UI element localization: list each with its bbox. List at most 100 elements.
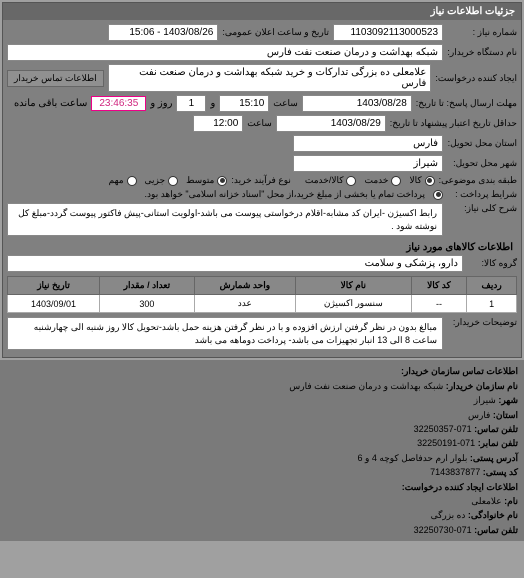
countdown-timer: 23:46:35	[91, 96, 146, 111]
proc-opt-2[interactable]: جزیی	[145, 175, 179, 186]
cell: سنسور اکسیژن	[295, 295, 411, 313]
deadline-time-field: 15:10	[219, 95, 269, 112]
c-prov-label: استان:	[493, 410, 518, 420]
org-label: نام سازمان خریدار:	[446, 381, 518, 391]
announce-field: 1403/08/26 - 15:06	[108, 24, 218, 41]
panel-title: جزئیات اطلاعات نیاز	[3, 3, 521, 20]
goods-table: ردیف کد کالا نام کالا واحد شمارش تعداد /…	[7, 276, 517, 313]
c-fax-label: تلفن نمابر:	[478, 438, 518, 448]
creator-label: ایجاد کننده درخواست:	[435, 73, 517, 84]
buyer-label: نام دستگاه خریدار:	[447, 47, 517, 58]
c-addr-val: بلوار ارم حدفاصل کوچه 4 و 6	[357, 453, 467, 463]
c-zip-label: کد پستی:	[483, 467, 518, 477]
c-city-label: شهر:	[498, 395, 518, 405]
col-unit: واحد شمارش	[194, 277, 295, 295]
c-city-val: شیراز	[474, 395, 496, 405]
contact-section-title: اطلاعات تماس سازمان خریدار:	[401, 366, 518, 376]
city-label: شهر محل تحویل:	[447, 158, 517, 169]
row-creator: ایجاد کننده درخواست: علامعلی ده بزرگی تد…	[7, 64, 517, 92]
cell: 1	[467, 295, 517, 313]
proc-opt-1[interactable]: متوسط	[186, 175, 227, 186]
province-label: استان محل تحویل:	[447, 138, 517, 149]
group-label: گروه کالا:	[467, 258, 517, 269]
province-field: فارس	[293, 135, 443, 152]
radio-icon	[425, 176, 435, 186]
pkg-opt-both[interactable]: کالا/خدمت	[305, 175, 357, 186]
cell: --	[411, 295, 467, 313]
group-field: دارو، پزشکی و سلامت	[7, 255, 463, 272]
c-name-label: نام:	[504, 496, 518, 506]
remain-label: ساعت باقی مانده	[14, 98, 87, 109]
c-fax-val: 071-32250191	[417, 438, 475, 448]
days-after-label: روز و	[150, 98, 172, 109]
pkg-label: طبقه بندی موضوعی:	[439, 175, 517, 186]
city-field: شیراز	[293, 155, 443, 172]
panel-body: شماره نیاز : 1103092113000523 تاریخ و سا…	[3, 20, 521, 357]
deadline-date-field: 1403/08/28	[302, 95, 412, 112]
radio-icon	[433, 190, 443, 200]
req-no-field: 1103092113000523	[333, 24, 443, 41]
contact-block: اطلاعات تماس سازمان خریدار: نام سازمان خ…	[0, 360, 524, 541]
announce-label: تاریخ و ساعت اعلان عمومی:	[222, 27, 329, 38]
pay-radio[interactable]	[433, 190, 443, 200]
table-row: 1 -- سنسور اکسیژن عدد 300 1403/09/01	[8, 295, 517, 313]
valid-label: حداقل تاریخ اعتبار پیشنهاد تا تاریخ:	[390, 118, 517, 129]
radio-icon	[346, 176, 356, 186]
contact-info-button[interactable]: اطلاعات تماس خریدار	[7, 70, 104, 87]
proc-opt-3[interactable]: مهم	[109, 175, 137, 186]
c-phone-val: 071-32250357	[414, 424, 472, 434]
col-name: نام کالا	[295, 277, 411, 295]
pay-label: شرایط پرداخت :	[447, 189, 517, 200]
row-group: گروه کالا: دارو، پزشکی و سلامت	[7, 255, 517, 272]
col-qty: تعداد / مقدار	[100, 277, 195, 295]
row-buyer-note: توضیحات خریدار: مبالغ بدون در نظر گرفتن …	[7, 317, 517, 350]
row-desc: شرح کلی نیاز: رابط اکسیژن -ایران کد مشاب…	[7, 203, 517, 236]
row-province: استان محل تحویل: فارس	[7, 135, 517, 152]
col-date: تاریخ نیاز	[8, 277, 100, 295]
row-pay: شرایط پرداخت : پرداخت تمام یا بخشی از مب…	[7, 189, 517, 200]
cell: 1403/09/01	[8, 295, 100, 313]
table-header-row: ردیف کد کالا نام کالا واحد شمارش تعداد /…	[8, 277, 517, 295]
c-zip-val: 7143837877	[430, 467, 480, 477]
desc-label: شرح کلی نیاز:	[447, 203, 517, 214]
time-label-2: ساعت	[247, 118, 272, 129]
org-val: شبکه بهداشت و درمان صنعت نفت فارس	[289, 381, 443, 391]
pkg-opt-kala[interactable]: کالا	[409, 175, 434, 186]
col-row: ردیف	[467, 277, 517, 295]
radio-icon	[168, 176, 178, 186]
row-deadline: مهلت ارسال پاسخ: تا تاریخ: 1403/08/28 سا…	[7, 95, 517, 112]
days-field: 1	[176, 95, 206, 112]
buyer-field: شبکه بهداشت و درمان صنعت نفت فارس	[7, 44, 443, 61]
buyer-note-label: توضیحات خریدار:	[447, 317, 517, 328]
pkg-radio-group: کالا خدمت کالا/خدمت	[305, 175, 435, 186]
valid-time-field: 12:00	[193, 115, 243, 132]
row-pkg: طبقه بندی موضوعی: کالا خدمت کالا/خدمت نو…	[7, 175, 517, 186]
col-code: کد کالا	[411, 277, 467, 295]
row-req-no: شماره نیاز : 1103092113000523 تاریخ و سا…	[7, 24, 517, 41]
deadline-label: مهلت ارسال پاسخ: تا تاریخ:	[416, 98, 517, 109]
c-prov-val: فارس	[468, 410, 490, 420]
cell: 300	[100, 295, 195, 313]
pkg-opt-khedmat[interactable]: خدمت	[364, 175, 401, 186]
cell: عدد	[194, 295, 295, 313]
c-tel-val: 071-32250730	[414, 525, 472, 535]
row-city: شهر محل تحویل: شیراز	[7, 155, 517, 172]
desc-field: رابط اکسیژن -ایران کد مشابه-اقلام درخواس…	[7, 203, 443, 236]
c-phone-label: تلفن تماس:	[474, 424, 518, 434]
creator-field: علامعلی ده بزرگی تدارکات و خرید شبکه بهد…	[108, 64, 432, 92]
row-valid: حداقل تاریخ اعتبار پیشنهاد تا تاریخ: 140…	[7, 115, 517, 132]
c-name-val: علامعلی	[471, 496, 501, 506]
c-family-label: نام خانوادگی:	[468, 510, 518, 520]
req-no-label: شماره نیاز :	[447, 27, 517, 38]
time-label-1: ساعت	[273, 98, 298, 109]
row-buyer: نام دستگاه خریدار: شبکه بهداشت و درمان ص…	[7, 44, 517, 61]
c-tel-label: تلفن تماس:	[474, 525, 518, 535]
radio-icon	[127, 176, 137, 186]
days-and: و	[210, 98, 215, 109]
process-label: نوع فرآیند خرید:	[231, 175, 291, 186]
radio-icon	[391, 176, 401, 186]
pay-note: پرداخت تمام یا بخشی از مبلغ خرید،از محل …	[145, 189, 429, 200]
creator-section-title: اطلاعات ایجاد کننده درخواست:	[402, 482, 518, 492]
buyer-note-field: مبالغ بدون در نظر گرفتن ارزش افزوده و با…	[7, 317, 443, 350]
c-family-val: ده بزرگی	[431, 510, 466, 520]
